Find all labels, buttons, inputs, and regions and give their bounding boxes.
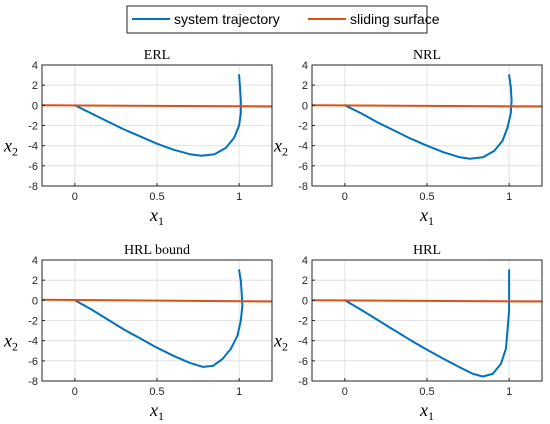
- x-tick-label: 0: [342, 191, 348, 203]
- series-line-sliding-surface: [312, 104, 542, 108]
- legend-label-system-trajectory: system trajectory: [174, 11, 280, 27]
- y-tick-label: -2: [298, 316, 308, 328]
- y-axis-label: x2: [273, 136, 288, 159]
- y-tick-label: 2: [32, 275, 38, 287]
- y-axis-label-subscript: 2: [12, 340, 18, 354]
- x-tick-label: 0: [342, 386, 348, 398]
- y-tick-label: 0: [32, 295, 38, 307]
- y-tick-label: 0: [302, 295, 308, 307]
- y-axis-label: x2: [3, 136, 18, 159]
- x-tick-label: 1: [506, 386, 512, 398]
- legend: system trajectory sliding surface: [126, 5, 440, 34]
- y-tick-label: 4: [32, 255, 38, 267]
- y-tick-label: -2: [28, 121, 38, 133]
- y-tick-label: 2: [302, 80, 308, 92]
- subplot-title: NRL: [413, 48, 441, 63]
- y-tick-label: -2: [298, 121, 308, 133]
- x-tick-label: 1: [236, 191, 242, 203]
- y-axis-label: x2: [273, 331, 288, 354]
- y-axis-label-subscript: 2: [12, 145, 18, 159]
- x-axis-label-subscript: 1: [158, 214, 164, 228]
- series-line-system-trajectory: [343, 74, 513, 160]
- x-axis-label: x1: [419, 205, 434, 228]
- subplot-1: 0 0.5 1 -8 -6 -4 -2 0 2 4 ERL x1 x2: [3, 48, 273, 228]
- x-tick-label: 0: [72, 191, 78, 203]
- subplot-4: 0 0.5 1 -8 -6 -4 -2 0 2 4 HRL x1 x2: [273, 243, 543, 423]
- y-tick-label: -4: [28, 141, 38, 153]
- series-line-sliding-surface: [42, 104, 272, 108]
- y-axis-label-subscript: 2: [282, 340, 288, 354]
- legend-box: [126, 5, 428, 34]
- series-line-system-trajectory: [73, 74, 242, 157]
- y-tick-label: -8: [298, 376, 308, 388]
- y-tick-label: -8: [28, 181, 38, 193]
- y-tick-label: -2: [28, 316, 38, 328]
- legend-label-sliding-surface: sliding surface: [350, 11, 440, 27]
- y-tick-label: 2: [302, 275, 308, 287]
- subplot-title: HRL: [413, 243, 441, 258]
- x-tick-label: 0.5: [419, 191, 434, 203]
- subplot-title: ERL: [144, 48, 170, 63]
- y-tick-label: -4: [28, 336, 38, 348]
- y-tick-label: 2: [32, 80, 38, 92]
- x-axis-label-subscript: 1: [428, 214, 434, 228]
- y-tick-label: 0: [32, 100, 38, 112]
- subplot-2: 0 0.5 1 -8 -6 -4 -2 0 2 4 NRL x1 x2: [273, 48, 543, 228]
- series-line-system-trajectory: [343, 269, 511, 378]
- x-axis-label: x1: [149, 400, 164, 423]
- y-tick-label: -6: [28, 356, 38, 368]
- x-tick-label: 1: [236, 386, 242, 398]
- series-line-sliding-surface: [42, 298, 272, 303]
- subplot-title: HRL bound: [124, 243, 190, 258]
- y-axis-label-subscript: 2: [282, 145, 288, 159]
- x-axis-label: x1: [149, 205, 164, 228]
- y-tick-label: -6: [28, 161, 38, 173]
- y-tick-label: -8: [28, 376, 38, 388]
- x-tick-label: 1: [506, 191, 512, 203]
- y-axis-label: x2: [3, 331, 18, 354]
- y-tick-label: 4: [302, 255, 308, 267]
- x-tick-label: 0.5: [419, 386, 434, 398]
- y-tick-label: -4: [298, 141, 308, 153]
- subplot-3: 0 0.5 1 -8 -6 -4 -2 0 2 4 HRL bound x1 x2: [3, 243, 273, 423]
- x-axis-label-subscript: 1: [158, 409, 164, 423]
- x-axis-label: x1: [419, 400, 434, 423]
- y-tick-label: -4: [298, 336, 308, 348]
- y-tick-label: 4: [32, 60, 38, 72]
- y-tick-label: 4: [302, 60, 308, 72]
- y-tick-label: -8: [298, 181, 308, 193]
- subplot-grid: 0 0.5 1 -8 -6 -4 -2 0 2 4 ERL x1 x2 0 0.5 1 -8 -6 -4 -2 0 2 4 N…: [3, 48, 543, 423]
- y-tick-label: -6: [298, 161, 308, 173]
- series-line-sliding-surface: [312, 299, 542, 303]
- x-axis-label-subscript: 1: [428, 409, 434, 423]
- series-line-system-trajectory: [73, 269, 244, 368]
- x-tick-label: 0.5: [149, 191, 164, 203]
- y-tick-label: 0: [302, 100, 308, 112]
- x-tick-label: 0: [72, 386, 78, 398]
- y-tick-label: -6: [298, 356, 308, 368]
- x-tick-label: 0.5: [149, 386, 164, 398]
